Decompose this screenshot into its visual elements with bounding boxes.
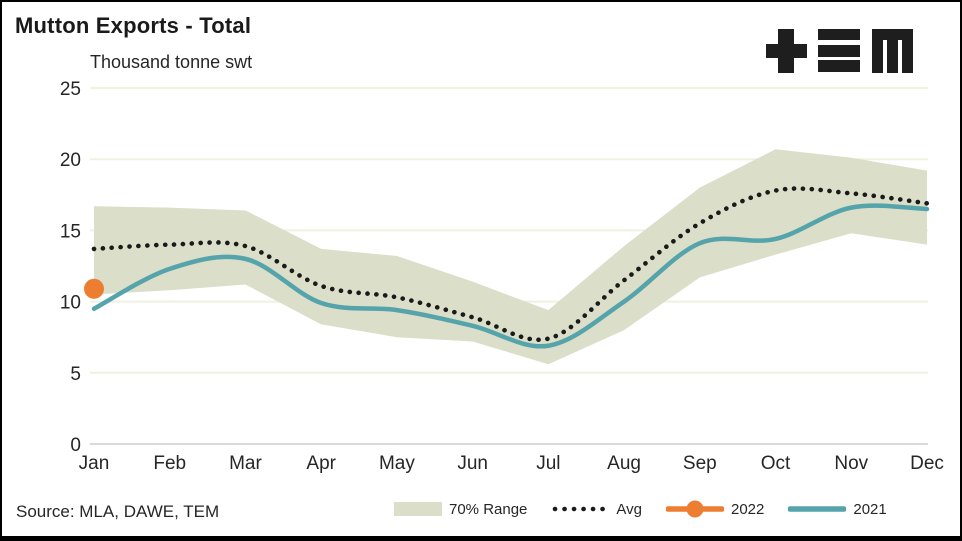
legend-marker-y2022 [665,500,724,518]
logo-shape-4 [818,60,860,72]
x-tick-label-dec: Dec [910,453,944,474]
logo-shape-8 [902,29,913,73]
x-tick-label-aug: Aug [607,453,641,474]
chart-legend: 70% Range Avg 2022 2021 [394,494,887,524]
y-tick-label-10: 10 [60,293,81,314]
y-tick-label-5: 5 [70,364,81,385]
x-tick-label-feb: Feb [153,453,186,474]
x-tick-label-jul: Jul [536,453,560,474]
x-tick-label-jan: Jan [79,453,110,474]
tem-logo [766,29,913,73]
legend-label-avg: Avg [616,500,642,518]
x-tick-label-apr: Apr [306,453,336,474]
legend-item-avg: Avg [551,499,642,519]
y-axis-units-label: Thousand tonne swt [90,52,253,72]
legend-label-y2021: 2021 [853,500,887,518]
logo-shape-3 [818,45,860,57]
chart-plot-area: 0 5 10 15 20 25 Jan Feb Mar Apr May Jun Jul Aug Sep Oct… [60,79,944,474]
legend-label-range: 70% Range [449,500,528,518]
y-tick-label-20: 20 [60,150,81,171]
y-tick-label-15: 15 [60,221,81,242]
x-tick-label-oct: Oct [761,453,791,474]
legend-marker-avg [553,506,608,512]
x-tick-label-sep: Sep [683,453,717,474]
series-2021-line [91,203,930,349]
series-range-band [94,149,927,365]
legend-label-y2022: 2022 [730,500,765,518]
x-tick-label-jun: Jun [457,453,488,474]
source-note: Source: MLA, DAWE, TEM [16,502,220,521]
chart-title: Mutton Exports - Total [15,13,252,38]
logo-shape-2 [818,29,860,40]
legend-item-range: 70% Range [394,501,527,518]
legend-item-y2021: 2021 [788,499,887,519]
series-2022-point-jan [84,278,104,299]
y-tick-label-0: 0 [70,435,81,456]
legend-marker-range [394,502,442,516]
y-tick-label-25: 25 [60,79,81,100]
logo-shape-6 [872,29,883,73]
legend-marker-y2021 [788,506,847,512]
series-avg-dotted-line [91,186,930,343]
x-tick-label-nov: Nov [834,453,868,474]
x-tick-label-may: May [379,453,415,474]
x-tick-label-mar: Mar [229,453,262,474]
logo-shape-1 [778,29,794,73]
legend-item-y2022: 2022 [665,499,765,519]
logo-shape-7 [887,29,898,73]
